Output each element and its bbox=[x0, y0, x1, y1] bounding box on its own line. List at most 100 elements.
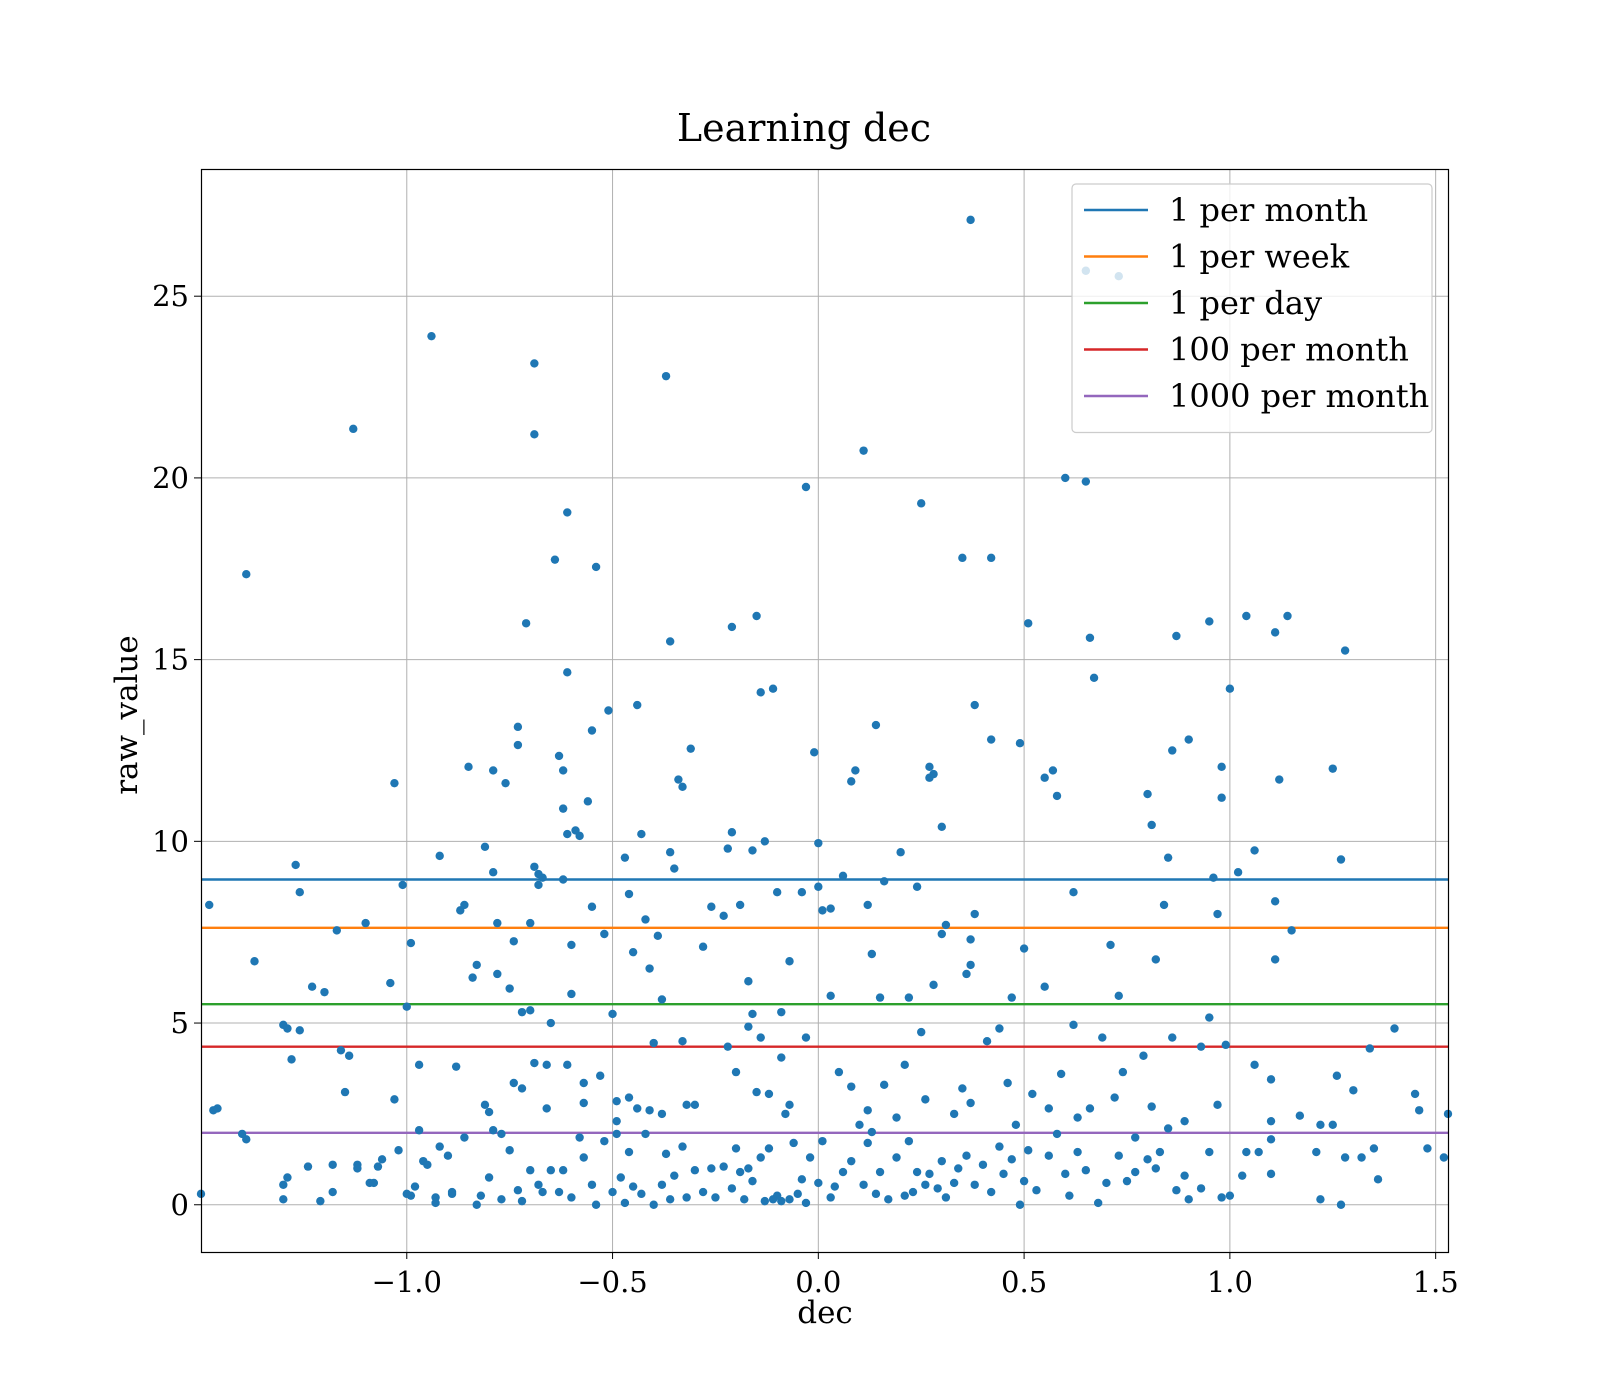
data-point bbox=[1312, 1147, 1321, 1157]
data-point bbox=[509, 1078, 518, 1088]
data-point bbox=[1172, 631, 1181, 641]
data-point bbox=[884, 1195, 893, 1204]
data-point bbox=[744, 977, 753, 986]
data-point bbox=[349, 424, 358, 434]
data-point bbox=[509, 937, 518, 946]
data-point bbox=[847, 1156, 856, 1166]
data-point bbox=[970, 1180, 979, 1189]
data-point bbox=[340, 1087, 350, 1097]
data-point bbox=[295, 888, 304, 897]
data-point bbox=[1093, 1198, 1103, 1208]
data-point bbox=[604, 706, 613, 715]
data-point bbox=[925, 1169, 934, 1179]
data-point bbox=[892, 1113, 901, 1122]
data-point bbox=[431, 1198, 440, 1208]
data-point bbox=[1250, 846, 1259, 855]
data-point bbox=[624, 1147, 634, 1157]
data-point bbox=[1328, 1120, 1337, 1130]
data-point bbox=[949, 1109, 959, 1119]
data-point bbox=[1151, 955, 1160, 964]
data-point bbox=[1316, 1120, 1325, 1130]
data-point bbox=[394, 1146, 403, 1155]
data-point bbox=[962, 969, 971, 979]
data-point bbox=[1028, 1089, 1037, 1099]
legend-label-4: 1000 per month bbox=[1169, 377, 1429, 415]
data-point bbox=[966, 215, 975, 225]
data-point bbox=[1114, 991, 1123, 1000]
data-point bbox=[538, 873, 547, 882]
data-point bbox=[1410, 1089, 1420, 1099]
data-point bbox=[1147, 1102, 1156, 1111]
data-point bbox=[1266, 1075, 1276, 1084]
data-point bbox=[612, 1116, 621, 1126]
data-point bbox=[727, 828, 737, 837]
data-point bbox=[600, 929, 609, 939]
data-point bbox=[785, 1195, 794, 1204]
data-point bbox=[744, 1164, 753, 1173]
data-point bbox=[649, 1200, 658, 1209]
data-point bbox=[336, 1046, 346, 1055]
data-point bbox=[657, 1180, 667, 1189]
data-point bbox=[344, 1051, 354, 1060]
data-point bbox=[768, 1195, 778, 1204]
data-point bbox=[1270, 955, 1280, 964]
data-point bbox=[814, 882, 823, 891]
data-point bbox=[810, 748, 819, 757]
data-point bbox=[1180, 1116, 1189, 1126]
data-point bbox=[966, 935, 975, 944]
data-point bbox=[287, 1055, 296, 1064]
data-point bbox=[863, 1106, 872, 1115]
data-point bbox=[530, 1058, 539, 1068]
data-point bbox=[414, 1126, 424, 1135]
data-point bbox=[530, 359, 539, 368]
data-point bbox=[785, 1100, 794, 1110]
data-point bbox=[608, 1187, 617, 1197]
data-point bbox=[620, 853, 630, 862]
data-point bbox=[1044, 1104, 1053, 1113]
data-point bbox=[1052, 1129, 1062, 1139]
data-point bbox=[921, 1180, 930, 1189]
data-point bbox=[1011, 1120, 1021, 1130]
data-point bbox=[859, 446, 868, 455]
y-tick-label: 5 bbox=[171, 1006, 189, 1040]
data-point bbox=[744, 1022, 753, 1031]
data-point bbox=[332, 926, 342, 935]
data-point bbox=[505, 1146, 514, 1155]
data-point bbox=[213, 1104, 222, 1113]
plot-frame bbox=[200, 168, 1450, 1254]
data-point bbox=[879, 877, 889, 886]
data-point bbox=[1172, 1186, 1181, 1195]
data-point bbox=[999, 1169, 1008, 1179]
data-point bbox=[1143, 1155, 1152, 1164]
data-point bbox=[760, 837, 770, 846]
data-point bbox=[789, 1138, 798, 1148]
data-point bbox=[727, 622, 737, 632]
threshold-lines bbox=[201, 878, 1448, 1134]
data-point bbox=[353, 1164, 362, 1173]
data-point bbox=[764, 1089, 774, 1099]
data-point bbox=[513, 740, 523, 750]
data-point bbox=[464, 762, 473, 772]
data-point bbox=[526, 1166, 535, 1175]
data-point bbox=[369, 1178, 379, 1188]
data-point bbox=[1118, 1067, 1128, 1077]
data-point bbox=[513, 722, 523, 732]
data-point bbox=[698, 942, 708, 951]
data-point bbox=[1423, 1144, 1432, 1153]
data-point bbox=[834, 1067, 844, 1077]
data-point bbox=[768, 684, 778, 693]
y-tick-label: 15 bbox=[152, 643, 189, 677]
data-point bbox=[563, 829, 572, 839]
data-point bbox=[1414, 1106, 1424, 1115]
data-point bbox=[1217, 793, 1226, 802]
data-point bbox=[937, 929, 946, 939]
data-point bbox=[484, 1107, 494, 1117]
data-point bbox=[756, 1033, 765, 1042]
x-axis-ticks: −1.0 −0.5 0.0 0.5 1.0 1.5 bbox=[372, 1252, 1459, 1299]
data-point bbox=[526, 918, 535, 928]
data-point bbox=[707, 902, 716, 911]
data-point bbox=[320, 987, 329, 997]
data-point bbox=[538, 1187, 547, 1197]
data-point bbox=[1373, 1175, 1383, 1184]
data-point bbox=[1287, 926, 1296, 935]
